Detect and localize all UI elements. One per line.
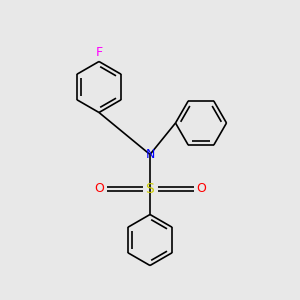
Text: N: N (145, 148, 155, 161)
Text: S: S (146, 182, 154, 196)
Text: F: F (95, 46, 103, 59)
Text: O: O (94, 182, 104, 196)
Text: O: O (196, 182, 206, 196)
